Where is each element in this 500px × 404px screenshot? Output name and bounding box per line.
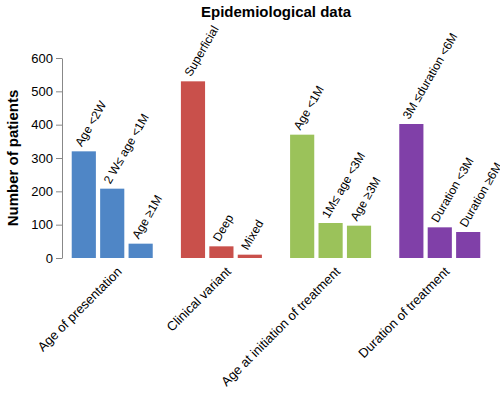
bar xyxy=(456,232,480,258)
y-tick: 100 xyxy=(31,217,62,232)
y-tick-label: 0 xyxy=(46,251,53,266)
bar xyxy=(238,255,262,258)
y-tick-mark xyxy=(56,158,62,159)
group-label: Age of presentation xyxy=(34,264,124,354)
y-tick-label: 600 xyxy=(31,51,53,66)
bar-category-label: Age ≥1M xyxy=(129,193,165,242)
bar-labels: Age <2W2 W≤ age <1M Age ≥1M Superficial Dee… xyxy=(72,23,500,252)
bar-category-label: Age <2W xyxy=(72,98,109,149)
bar-category-label: Age ≥3M xyxy=(347,175,383,224)
y-tick-label: 100 xyxy=(31,217,53,232)
bar-category-label: Superficial xyxy=(181,23,221,79)
y-tick-label: 400 xyxy=(31,117,53,132)
y-axis-title: Number of patients xyxy=(4,90,21,227)
y-tick-mark xyxy=(56,125,62,126)
y-tick-mark xyxy=(56,225,62,226)
bar xyxy=(209,246,233,258)
y-tick-label: 500 xyxy=(31,84,53,99)
y-tick-mark xyxy=(56,258,62,259)
y-axis: 0 100 200 300 400 500 600 xyxy=(31,51,62,266)
y-tick-label: 300 xyxy=(31,151,53,166)
y-tick: 600 xyxy=(31,51,62,66)
y-axis-line xyxy=(62,59,63,259)
group-label: Age at initiation of treatment xyxy=(218,264,343,389)
bar xyxy=(181,81,205,258)
y-tick: 300 xyxy=(31,151,62,166)
bar xyxy=(347,226,371,258)
y-tick: 0 xyxy=(46,251,62,266)
y-tick: 400 xyxy=(31,117,62,132)
bar-category-label: Deep xyxy=(210,212,237,244)
bar xyxy=(428,227,452,258)
bar xyxy=(129,244,153,258)
group-label: Duration of treatment xyxy=(355,264,452,361)
y-tick-mark xyxy=(56,58,62,59)
bar-category-label: 3M ≤duration <6M xyxy=(400,31,461,122)
y-tick: 200 xyxy=(31,184,62,199)
bar-category-label: Duration ≥6M xyxy=(457,160,500,229)
bar xyxy=(72,151,96,258)
title: Epidemiological data xyxy=(201,3,352,20)
bar xyxy=(100,189,124,258)
bar-category-label: 2 W≤ age <1M xyxy=(101,111,152,186)
bar-category-label: Age <1M xyxy=(291,83,327,132)
group-labels: Age of presentation Clinical variantAge a… xyxy=(34,264,452,389)
y-tick-label: 200 xyxy=(31,184,53,199)
bar xyxy=(319,223,343,258)
y-tick-mark xyxy=(56,91,62,92)
bar-category-label: Mixed xyxy=(238,217,266,252)
bar xyxy=(290,135,314,258)
y-tick: 500 xyxy=(31,84,62,99)
bar xyxy=(399,124,423,258)
y-tick-mark xyxy=(56,191,62,192)
group-label: Clinical variant xyxy=(164,264,235,335)
chart: Epidemiological data Number of patients 0 1… xyxy=(0,0,500,404)
